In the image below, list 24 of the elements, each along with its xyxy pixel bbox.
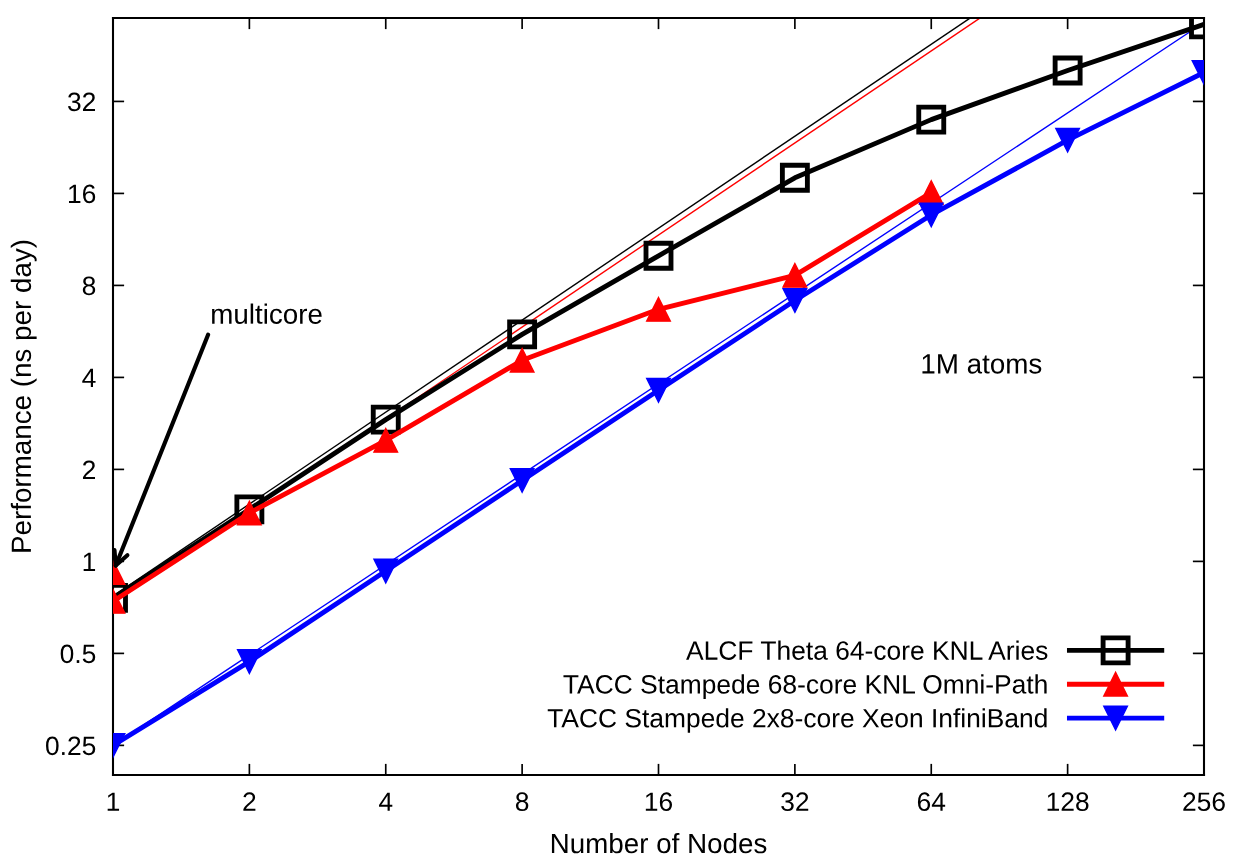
legend-label: TACC Stampede 68-core KNL Omni-Path [563, 674, 1047, 699]
y-tick-label: 0.25 [46, 736, 96, 756]
y-tick-label: 2 [82, 460, 96, 479]
x-tick-label: 16 [645, 792, 673, 812]
x-tick-label: 256 [1183, 792, 1225, 812]
y-tick-label: 8 [82, 276, 96, 296]
y-tick-label: 4 [82, 368, 96, 387]
legend-label: ALCF Theta 64-core KNL Aries [686, 640, 1048, 660]
annotation: multicore [212, 303, 322, 324]
annotation: 1M atoms [922, 354, 1042, 374]
y-tick-label: 16 [69, 184, 96, 204]
x-tick-label: 64 [917, 792, 946, 812]
x-tick-label: 1 [107, 792, 120, 811]
y-axis-title: Performance (ns per day) [10, 240, 37, 552]
x-tick-label: 128 [1047, 792, 1089, 812]
x-tick-label: 32 [781, 792, 809, 812]
x-tick-label: 2 [243, 792, 256, 811]
x-tick-label: 8 [515, 792, 529, 812]
legend-label: TACC Stampede 2x8-core Xeon InfiniBand [547, 708, 1047, 733]
x-axis-title: Number of Nodes [551, 832, 767, 854]
y-tick-label: 0.5 [60, 644, 96, 664]
x-tick-label: 4 [379, 792, 393, 811]
y-tick-label: 32 [67, 92, 96, 112]
y-tick-label: 1 [83, 552, 96, 571]
